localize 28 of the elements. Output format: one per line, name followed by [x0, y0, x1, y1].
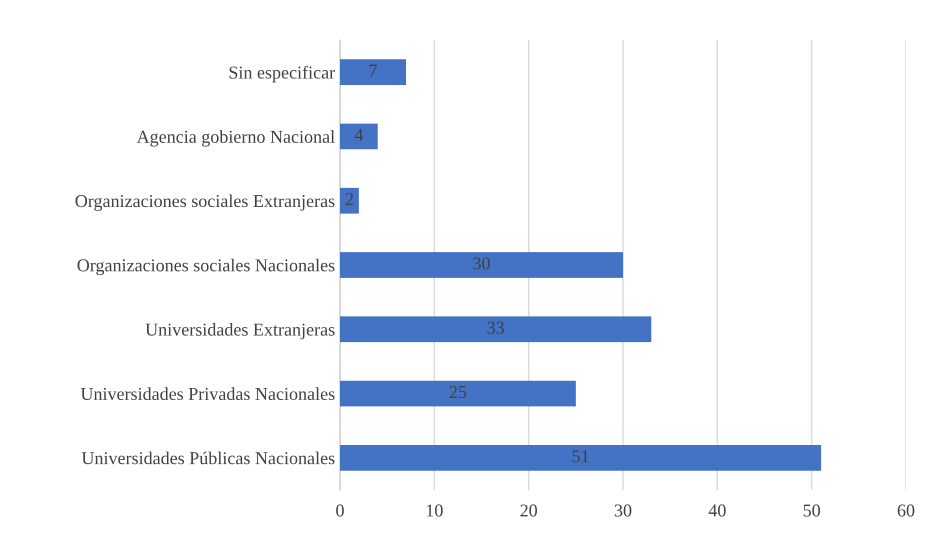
x-tick-label: 40 — [708, 504, 726, 517]
data-label: 4 — [354, 128, 364, 141]
data-label: 25 — [450, 386, 466, 398]
bar — [340, 316, 652, 342]
y-tick-label: Universidades Públicas Nacionales — [82, 452, 334, 464]
bar — [340, 188, 359, 214]
y-tick-label: Universidades Privadas Nacionales — [80, 387, 334, 400]
y-tick-label: Organizaciones sociales Nacionales — [77, 258, 334, 276]
x-tick-label: 60 — [898, 504, 914, 517]
data-label: 51 — [572, 450, 588, 462]
y-tick-label: Agencia gobierno Nacional — [136, 130, 335, 147]
x-tick-label: 30 — [614, 504, 632, 517]
y-tick-label: Organizaciones sociales Extranjeras — [76, 194, 334, 211]
bar — [340, 252, 623, 278]
data-label: 30 — [473, 257, 490, 270]
x-tick-label: 20 — [520, 504, 538, 517]
bar — [340, 124, 378, 150]
bar — [340, 380, 576, 406]
bar — [340, 445, 822, 471]
data-label: 2 — [346, 193, 353, 206]
data-label: 33 — [487, 322, 504, 334]
x-tick-label: 10 — [426, 504, 443, 517]
x-tick-label: 50 — [804, 504, 820, 517]
bar — [340, 59, 406, 85]
x-tick-label: 0 — [336, 504, 344, 517]
data-label: 7 — [370, 64, 378, 76]
y-tick-label: Universidades Extranjeras — [145, 323, 334, 340]
y-tick-label: Sin especificar — [230, 66, 335, 82]
